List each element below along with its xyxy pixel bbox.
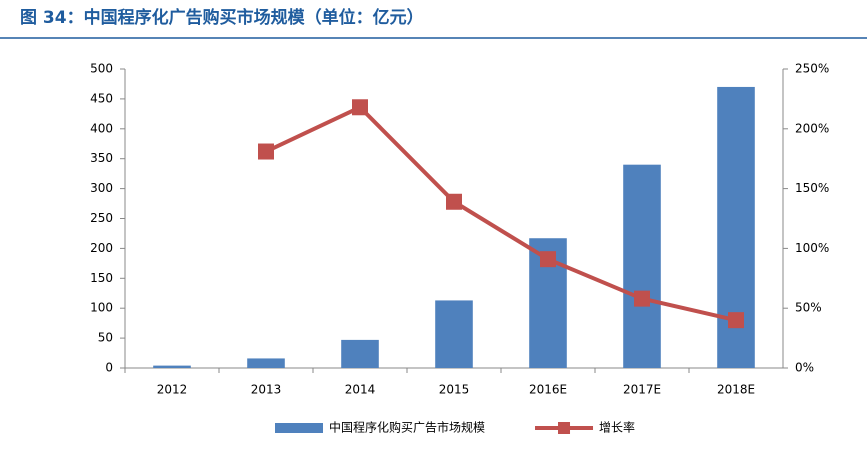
y-tick-label: 300 xyxy=(90,181,113,195)
x-tick-label: 2016E xyxy=(529,383,567,397)
y-tick-label: 350 xyxy=(90,151,113,165)
bar xyxy=(341,339,379,368)
y-tick-label: 250 xyxy=(90,211,113,225)
bar xyxy=(623,164,661,368)
y-tick-label: 150 xyxy=(90,271,113,285)
y-tick-label: 100 xyxy=(90,301,113,315)
y-tick-label: 500 xyxy=(90,62,113,76)
y-tick-label: 400 xyxy=(90,121,113,135)
x-tick-label: 2013 xyxy=(251,383,282,397)
marker xyxy=(728,312,744,329)
x-tick-label: 2014 xyxy=(345,383,376,397)
x-tick-label: 2015 xyxy=(439,383,470,397)
x-tick-label: 2018E xyxy=(717,383,755,397)
y-tick-label: 50 xyxy=(98,331,113,345)
y2-tick-label: 250% xyxy=(795,62,829,76)
bar xyxy=(435,300,473,368)
y-tick-label: 200 xyxy=(90,241,113,255)
y2-tick-label: 100% xyxy=(795,241,829,255)
legend-label: 增长率 xyxy=(599,420,635,435)
legend-swatch xyxy=(558,422,571,434)
marker xyxy=(352,99,368,116)
chart-title: 图 34：中国程序化广告购买市场规模（单位：亿元） xyxy=(20,7,424,28)
marker xyxy=(258,143,274,160)
legend-label: 中国程序化购买广告市场规模 xyxy=(329,420,485,435)
y2-tick-label: 200% xyxy=(795,121,829,135)
marker xyxy=(446,193,462,210)
marker xyxy=(540,251,556,268)
bar xyxy=(247,358,285,368)
y-tick-label: 450 xyxy=(90,91,113,105)
x-tick-label: 2017E xyxy=(623,383,661,397)
bar xyxy=(153,365,191,368)
y2-tick-label: 50% xyxy=(795,301,822,315)
y2-tick-label: 150% xyxy=(795,181,829,195)
legend-swatch xyxy=(275,423,323,433)
y2-tick-label: 0% xyxy=(795,361,814,375)
line xyxy=(265,104,737,323)
x-tick-label: 2012 xyxy=(157,383,188,397)
marker xyxy=(634,290,650,307)
y-tick-label: 0 xyxy=(105,361,113,375)
